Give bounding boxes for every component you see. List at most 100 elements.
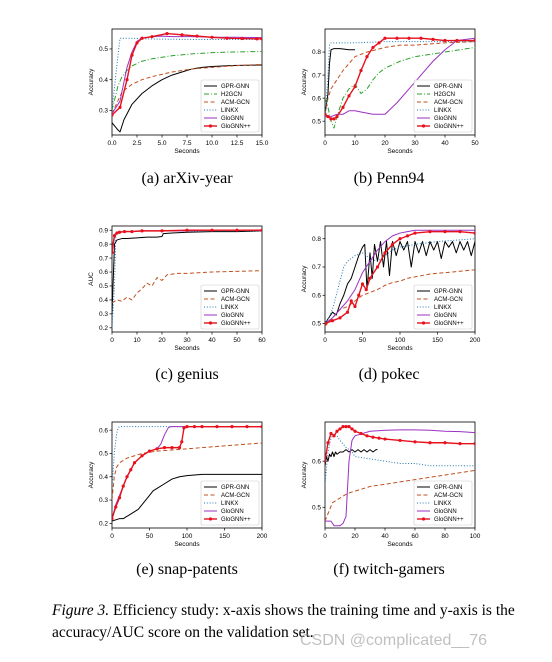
legend-label: GloGNN	[221, 509, 244, 515]
x-tick: 7.5	[182, 135, 192, 147]
data-point	[398, 438, 402, 443]
y-axis-label: Accuracy	[301, 461, 308, 488]
panel-caption-c: (c) genius	[155, 366, 219, 383]
data-point	[121, 484, 125, 488]
x-tick: 0.0	[107, 135, 117, 147]
series-line-h2gcn	[112, 50, 262, 111]
y-tick: 0.7	[312, 264, 325, 271]
y-tick: 0.8	[312, 236, 325, 243]
data-point	[162, 446, 167, 450]
x-tick-label: 40	[441, 140, 449, 147]
data-point	[150, 35, 154, 39]
data-point	[325, 459, 327, 463]
y-tick-label: 0.8	[99, 241, 108, 248]
data-point	[383, 36, 387, 40]
legend-label: ACM-GCN	[221, 297, 250, 303]
data-point	[431, 37, 435, 41]
legend-label: LINKX	[221, 501, 238, 507]
y-tick-label: 0.6	[312, 95, 321, 102]
legend-label: LINKX	[434, 305, 451, 311]
data-point	[371, 45, 375, 50]
data-point	[428, 230, 432, 234]
panel-pokec: 0 50 100 150 200 0.5 0.6 0.7 0.8 Seconds Accuracy G…	[283, 222, 483, 422]
y-tick-label: 0.2	[99, 325, 108, 332]
data-point	[371, 435, 375, 439]
data-point	[329, 117, 333, 121]
data-point	[413, 231, 417, 235]
x-tick: 20	[381, 135, 389, 147]
data-point	[140, 454, 144, 458]
x-tick-label: 0	[323, 140, 327, 147]
y-tick-label: 0.5	[312, 321, 321, 328]
legend-label: ACM-GCN	[434, 100, 463, 106]
data-point	[443, 441, 447, 445]
data-point	[125, 475, 129, 479]
y-tick-label: 0.5	[312, 118, 321, 125]
series-line-gpr-gnn	[325, 48, 355, 115]
x-tick-label: 30	[183, 337, 191, 344]
x-tick-label: 40	[208, 337, 216, 344]
series-line-h2gcn	[325, 46, 475, 129]
legend-label: GPR-GNN	[434, 485, 462, 491]
data-point	[364, 288, 368, 292]
figure-caption-lead: Figure 3.	[52, 602, 110, 619]
x-tick: 0	[110, 528, 114, 540]
x-tick-label: 15.0	[256, 140, 269, 147]
legend-label: GloGNN	[434, 313, 457, 319]
y-tick: 0.6	[312, 292, 325, 299]
data-point	[405, 234, 410, 238]
y-tick: 0.6	[312, 95, 325, 102]
y-axis-label: Accuracy	[301, 68, 308, 95]
y-axis-label: Accuracy	[301, 265, 308, 292]
series-line-glognnplusplus	[112, 425, 262, 519]
data-point	[473, 231, 475, 235]
panel-caption-d: (d) pokec	[358, 366, 420, 383]
x-tick-label: 60	[411, 533, 419, 540]
x-tick: 0	[323, 135, 327, 147]
x-axis-label: Seconds	[387, 541, 413, 548]
data-point	[359, 68, 363, 73]
x-tick: 80	[441, 528, 449, 540]
x-tick: 50	[359, 332, 366, 344]
x-tick-label: 0	[323, 337, 327, 344]
x-tick: 150	[432, 332, 443, 344]
data-point	[341, 425, 345, 429]
series-line-acm-gcn	[112, 442, 262, 501]
legend-label: LINKX	[221, 305, 238, 311]
x-tick-label: 10.0	[206, 140, 219, 147]
y-tick-label: 0.6	[312, 458, 321, 465]
data-point	[332, 117, 336, 121]
chart-f: 0 20 40 60 80 100 0.5 0.6 Seconds Accuracy GPR-GNN…	[301, 421, 481, 548]
data-point	[180, 33, 184, 37]
data-point	[330, 319, 335, 323]
series-line-linkx	[112, 37, 262, 111]
data-point	[255, 37, 259, 41]
data-point	[185, 425, 189, 429]
data-point	[114, 505, 118, 509]
legend-label: GloGNN++	[434, 124, 464, 130]
y-tick: 0.8	[99, 241, 112, 248]
x-tick-label: 0	[110, 337, 114, 344]
data-point	[245, 425, 249, 429]
legend-label: GloGNN++	[434, 321, 464, 327]
data-point	[344, 425, 348, 429]
x-tick-label: 150	[432, 337, 443, 344]
panel-caption-b: (b) Penn94	[353, 170, 425, 187]
y-tick: 0.4	[99, 474, 112, 481]
data-point	[125, 78, 129, 82]
chart-d: 0 50 100 150 200 0.5 0.6 0.7 0.8 Seconds Accuracy G…	[301, 225, 481, 352]
data-point	[338, 427, 342, 431]
series-line-acm-gcn	[325, 469, 475, 522]
data-point	[347, 425, 351, 429]
y-tick-label: 0.7	[99, 255, 108, 262]
x-tick: 12.5	[231, 135, 244, 147]
data-point	[192, 425, 197, 429]
y-tick-label: 0.6	[312, 292, 321, 299]
data-point	[338, 316, 342, 320]
chart-a: 0.0 2.5 5.0 7.5 10.0 12.5 15.0 0.3 0.4 0.5 Seconds…	[88, 28, 269, 155]
data-point	[443, 38, 447, 43]
x-tick: 200	[470, 332, 481, 344]
legend: GPR-GNN ACM-GCN LINKX GloGNN GloGNN++	[413, 284, 473, 330]
y-tick-label: 0.4	[99, 77, 108, 84]
